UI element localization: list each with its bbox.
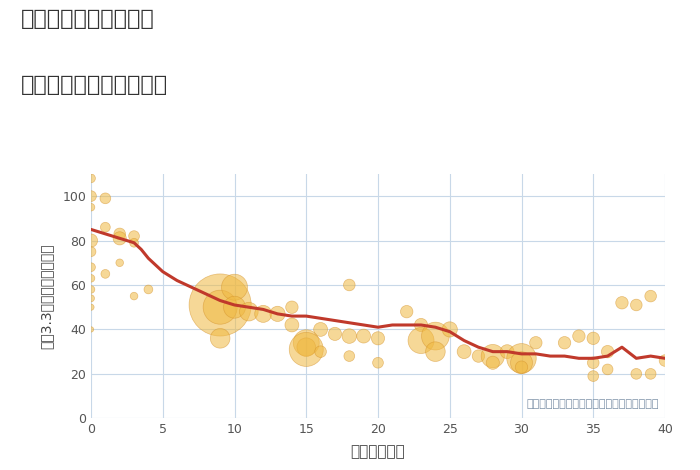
Point bbox=[229, 283, 240, 291]
Point bbox=[301, 339, 312, 346]
Point bbox=[229, 304, 240, 311]
Point bbox=[559, 339, 570, 346]
Point bbox=[214, 335, 225, 342]
Point bbox=[617, 299, 628, 306]
Point bbox=[645, 292, 657, 300]
Point bbox=[645, 370, 657, 377]
Point bbox=[272, 310, 283, 318]
Point bbox=[588, 372, 599, 380]
Point bbox=[85, 174, 97, 182]
Point bbox=[330, 330, 341, 337]
Point bbox=[286, 304, 297, 311]
Point bbox=[631, 370, 642, 377]
Point bbox=[358, 332, 370, 340]
Point bbox=[473, 352, 484, 360]
Point bbox=[659, 357, 671, 364]
Point bbox=[85, 304, 97, 311]
Point bbox=[85, 326, 97, 333]
Text: 円の大きさは、取引のあった物件面積を示す: 円の大きさは、取引のあった物件面積を示す bbox=[527, 399, 659, 408]
Point bbox=[85, 295, 97, 302]
Point bbox=[301, 344, 312, 351]
Point bbox=[501, 348, 512, 355]
Point bbox=[244, 308, 255, 315]
Point bbox=[85, 274, 97, 282]
Point bbox=[401, 308, 412, 315]
Point bbox=[458, 348, 470, 355]
Point bbox=[99, 270, 111, 278]
Point bbox=[588, 335, 599, 342]
Point bbox=[85, 192, 97, 200]
Point bbox=[444, 326, 456, 333]
Point bbox=[372, 335, 384, 342]
Point bbox=[99, 223, 111, 231]
Y-axis label: 坪（3.3㎡）単価（万円）: 坪（3.3㎡）単価（万円） bbox=[40, 243, 54, 349]
Point bbox=[114, 259, 125, 266]
X-axis label: 築年数（年）: 築年数（年） bbox=[351, 445, 405, 460]
Point bbox=[301, 345, 312, 353]
Point bbox=[258, 310, 269, 318]
Point bbox=[416, 321, 427, 329]
Point bbox=[114, 230, 125, 238]
Point bbox=[344, 332, 355, 340]
Point bbox=[430, 332, 441, 340]
Point bbox=[516, 363, 527, 371]
Point bbox=[487, 359, 498, 367]
Point bbox=[129, 232, 140, 240]
Point bbox=[143, 286, 154, 293]
Point bbox=[430, 348, 441, 355]
Point bbox=[516, 359, 527, 367]
Point bbox=[344, 352, 355, 360]
Point bbox=[631, 301, 642, 309]
Point bbox=[85, 237, 97, 244]
Point bbox=[286, 321, 297, 329]
Point bbox=[129, 292, 140, 300]
Point bbox=[114, 235, 125, 242]
Point bbox=[416, 337, 427, 345]
Text: 築年数別中古戸建て価格: 築年数別中古戸建て価格 bbox=[21, 75, 168, 95]
Point bbox=[487, 352, 498, 360]
Point bbox=[372, 359, 384, 367]
Point bbox=[344, 281, 355, 289]
Point bbox=[85, 286, 97, 293]
Point bbox=[85, 264, 97, 271]
Point bbox=[516, 354, 527, 362]
Point bbox=[85, 248, 97, 255]
Text: 三重県鈴鹿市岸岡町の: 三重県鈴鹿市岸岡町の bbox=[21, 9, 155, 30]
Point bbox=[85, 204, 97, 211]
Point bbox=[315, 348, 326, 355]
Point bbox=[602, 366, 613, 373]
Point bbox=[214, 301, 225, 309]
Point bbox=[602, 348, 613, 355]
Point bbox=[214, 304, 225, 311]
Point bbox=[99, 195, 111, 202]
Point bbox=[531, 339, 542, 346]
Point bbox=[588, 359, 599, 367]
Point bbox=[573, 332, 584, 340]
Point bbox=[315, 326, 326, 333]
Point bbox=[129, 239, 140, 247]
